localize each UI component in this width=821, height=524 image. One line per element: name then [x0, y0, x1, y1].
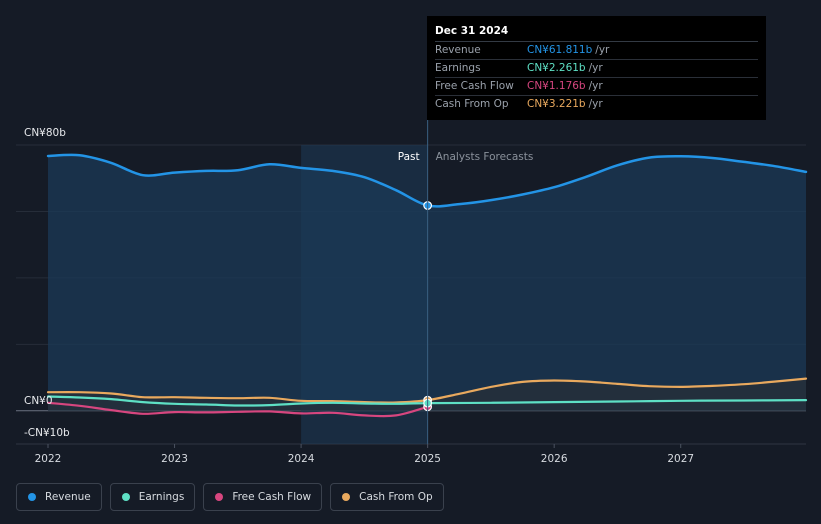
legend-label: Earnings: [138, 491, 185, 503]
y-label-zero: CN¥0: [24, 395, 53, 407]
tooltip-unit: /yr: [595, 44, 610, 56]
legend-item-free-cash-flow[interactable]: Free Cash Flow: [203, 483, 323, 511]
x-tick-label: 2024: [288, 453, 315, 465]
earnings-line: [46, 395, 808, 407]
revenue-area: [48, 154, 806, 411]
legend-item-revenue[interactable]: Revenue: [16, 483, 102, 511]
tooltip-unit: /yr: [588, 98, 603, 110]
tooltip-row-free-cash-flow: Free Cash Flow CN¥1.176b /yr: [435, 78, 758, 96]
free-cash-flow-line: [46, 401, 429, 418]
legend-item-earnings[interactable]: Earnings: [109, 483, 196, 511]
tooltip-row-revenue: Revenue CN¥61.811b /yr: [435, 42, 758, 60]
cash-from-op-dot-icon: [342, 493, 351, 501]
tooltip-label: Revenue: [435, 44, 481, 56]
tooltip-value: CN¥61.811b: [527, 44, 593, 56]
free-cash-flow-dot-icon: [215, 493, 224, 501]
earnings-dot-icon: [121, 493, 130, 501]
tooltip-title: Dec 31 2024: [435, 24, 758, 42]
legend-label: Revenue: [45, 491, 91, 503]
tooltip-row-earnings: Earnings CN¥2.261b /yr: [435, 60, 758, 78]
past-label: Past: [398, 151, 420, 163]
cash-from-op-area: [48, 378, 806, 411]
revenue-dot-icon: [28, 493, 36, 501]
tooltip-value: CN¥3.221b: [527, 98, 586, 110]
tooltip-row-cash-from-op: Cash From Op CN¥3.221b /yr: [435, 96, 758, 113]
x-axis: 2022 2023 2024 2025 2026 2027: [35, 444, 694, 465]
x-tick-label: 2023: [161, 453, 188, 465]
legend-item-cash-from-op[interactable]: Cash From Op: [330, 483, 444, 511]
forecast-label: Analysts Forecasts: [436, 151, 534, 163]
tooltip: Dec 31 2024 Revenue CN¥61.811b /yr Earni…: [427, 16, 766, 120]
tooltip-unit: /yr: [588, 80, 603, 92]
y-label-bottom: -CN¥10b: [24, 427, 70, 439]
legend-label: Cash From Op: [359, 491, 433, 503]
x-tick-label: 2025: [414, 453, 441, 465]
x-tick-label: 2026: [541, 453, 568, 465]
tooltip-label: Earnings: [435, 62, 481, 74]
legend: Revenue Earnings Free Cash Flow Cash Fro…: [16, 483, 444, 511]
x-tick-label: 2027: [667, 453, 694, 465]
x-tick-label: 2022: [35, 453, 62, 465]
tooltip-label: Free Cash Flow: [435, 80, 514, 92]
tooltip-unit: /yr: [588, 62, 603, 74]
tooltip-value: CN¥2.261b: [527, 62, 586, 74]
tooltip-value: CN¥1.176b: [527, 80, 586, 92]
y-label-top: CN¥80b: [24, 127, 66, 139]
tooltip-label: Cash From Op: [435, 98, 509, 110]
areas: [48, 154, 806, 411]
legend-label: Free Cash Flow: [232, 491, 312, 503]
